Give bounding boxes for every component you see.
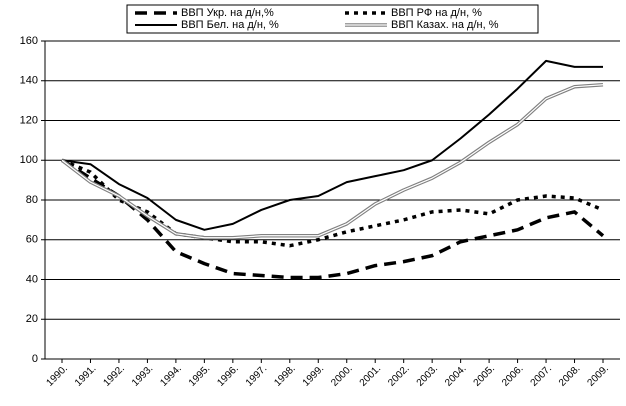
x-tick-label: 2007. (529, 363, 554, 388)
series-line (61, 158, 604, 248)
series-line (61, 59, 603, 231)
series-line (61, 158, 605, 280)
y-tick-label: 20 (26, 313, 38, 325)
x-tick-label: 2005. (472, 363, 497, 388)
x-tick-label: 1992. (101, 363, 126, 388)
x-tick-label: 1997. (244, 363, 269, 388)
y-tick-label: 100 (20, 154, 38, 166)
x-tick-label: 2006. (500, 363, 525, 388)
x-tick-label: 1995. (187, 363, 212, 388)
y-tick-label: 0 (32, 353, 38, 365)
x-tick-label: 1994. (158, 363, 183, 388)
series-line-inner (61, 84, 604, 239)
x-tick-label: 2001. (358, 363, 383, 388)
legend-label: ВВП Бел. на д/н, % (181, 19, 279, 31)
x-tick-label: 2000. (329, 363, 354, 388)
legend-label: ВВП Укр. на д/н,% (181, 7, 274, 19)
y-tick-label: 60 (26, 234, 38, 246)
y-tick-label: 80 (26, 194, 38, 206)
x-tick-label: 1998. (272, 363, 297, 388)
x-tick-label: 1993. (130, 363, 155, 388)
legend-box (126, 4, 539, 34)
x-tick-label: 1996. (215, 363, 240, 388)
y-tick-label: 40 (26, 273, 38, 285)
x-tick-label: 2002. (386, 363, 411, 388)
y-tick-label: 120 (20, 114, 38, 126)
x-tick-label: 2009. (586, 363, 611, 388)
x-tick-label: 2004. (443, 363, 468, 388)
x-tick-label: 1990. (45, 363, 70, 388)
y-tick-label: 140 (20, 75, 38, 87)
x-tick-label: 1999. (301, 363, 326, 388)
x-tick-label: 2008. (557, 363, 582, 388)
legend-label: ВВП Казах. на д/н, % (391, 19, 499, 31)
y-tick-label: 160 (20, 35, 38, 47)
x-tick-label: 1991. (73, 363, 98, 388)
series-line (60, 82, 604, 240)
legend-label: ВВП РФ на д/н, % (391, 7, 482, 19)
x-tick-label: 2003. (415, 363, 440, 388)
